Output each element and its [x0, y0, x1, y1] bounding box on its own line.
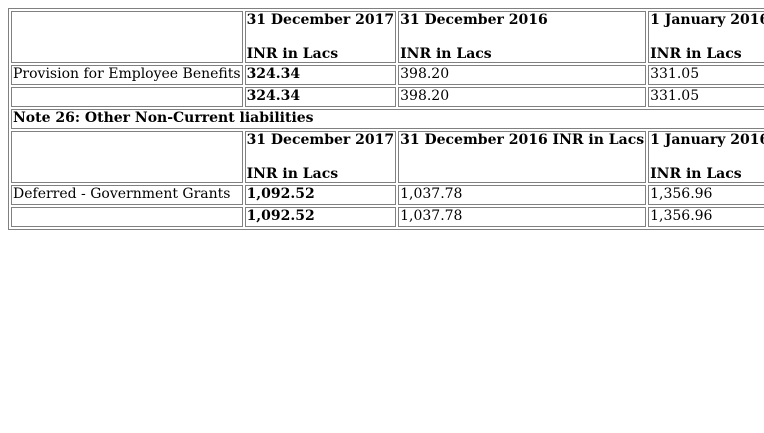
value-2016: 398.20: [398, 87, 647, 107]
value-2016: 398.20: [398, 65, 647, 85]
header-unit: INR in Lacs: [650, 46, 742, 62]
value-jan2016: 331.05: [648, 87, 764, 107]
note26-header-jan2016: 1 January 2016 INR in Lacs: [648, 131, 764, 183]
header-unit: INR in Lacs: [246, 46, 339, 62]
header-date: 1 January 2016: [650, 12, 764, 28]
row-label: Deferred - Government Grants: [11, 185, 243, 205]
liabilities-table: 31 December 2017 INR in Lacs 31 December…: [8, 8, 764, 230]
value-2017: 1,092.52: [244, 207, 397, 227]
header-date: 31 December 2016: [400, 12, 548, 28]
table-row: Deferred - Government Grants 1,092.52 1,…: [11, 185, 764, 205]
table1-header-row: 31 December 2017 INR in Lacs 31 December…: [11, 11, 764, 63]
note26-header-row: 31 December 2017 INR in Lacs 31 December…: [11, 131, 764, 183]
table-row: 1,092.52 1,037.78 1,356.96: [11, 207, 764, 227]
note26-header-2017: 31 December 2017 INR in Lacs: [244, 131, 397, 183]
row-label: Provision for Employee Benefits: [11, 65, 243, 85]
table1-header-2016: 31 December 2016 INR in Lacs: [398, 11, 647, 63]
header-unit: INR in Lacs: [246, 166, 339, 182]
value-2016: 1,037.78: [398, 207, 647, 227]
table1-header-jan2016: 1 January 2016 INR in Lacs: [648, 11, 764, 63]
row-label: [11, 207, 243, 227]
value-2017: 1,092.52: [244, 185, 397, 205]
table-row: 324.34 398.20 331.05: [11, 87, 764, 107]
header-date: 31 December 2017: [246, 12, 395, 28]
note26-title: Note 26: Other Non-Current liabilities: [11, 109, 764, 129]
value-jan2016: 1,356.96: [648, 207, 764, 227]
header-date: 31 December 2017: [246, 132, 395, 148]
value-jan2016: 331.05: [648, 65, 764, 85]
note26-header-blank: [11, 131, 243, 183]
table-row: Provision for Employee Benefits 324.34 3…: [11, 65, 764, 85]
value-2016: 1,037.78: [398, 185, 647, 205]
value-2017: 324.34: [244, 65, 397, 85]
note26-header-2016: 31 December 2016 INR in Lacs: [398, 131, 647, 183]
table1-header-blank: [11, 11, 243, 63]
table1-header-2017: 31 December 2017 INR in Lacs: [244, 11, 397, 63]
row-label: [11, 87, 243, 107]
value-2017: 324.34: [244, 87, 397, 107]
header-unit: INR in Lacs: [650, 166, 742, 182]
note-title-row: Note 26: Other Non-Current liabilities: [11, 109, 764, 129]
header-date: 1 January 2016: [650, 132, 764, 148]
value-jan2016: 1,356.96: [648, 185, 764, 205]
financial-tables: 31 December 2017 INR in Lacs 31 December…: [8, 8, 764, 230]
header-unit: INR in Lacs: [400, 46, 492, 62]
